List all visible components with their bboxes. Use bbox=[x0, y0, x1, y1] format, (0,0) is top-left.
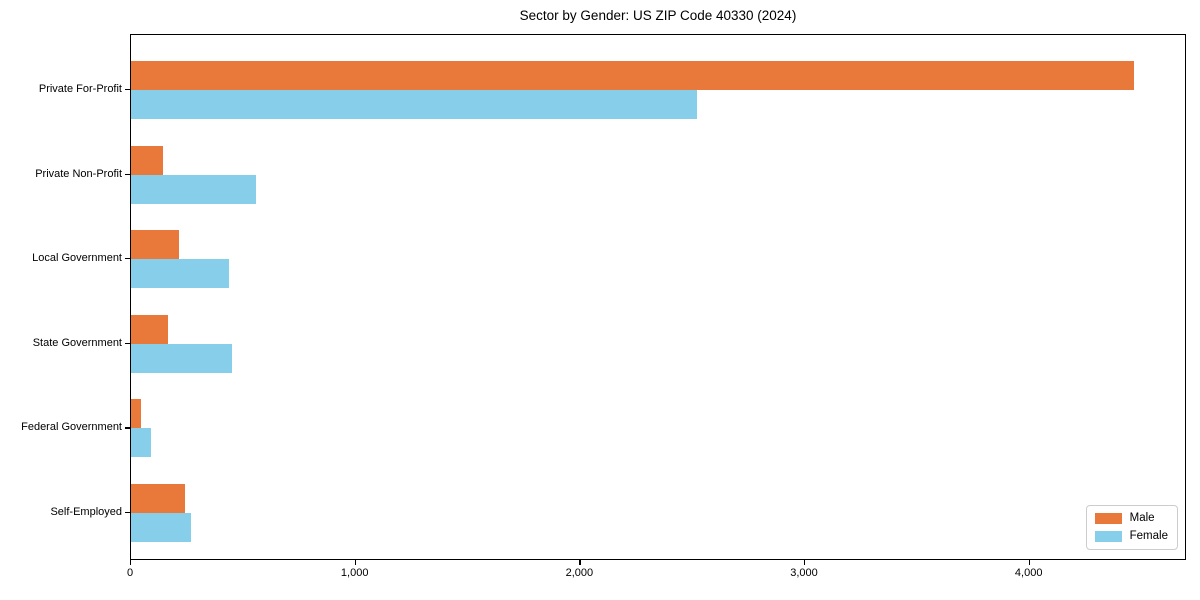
bar-female-4 bbox=[131, 343, 233, 373]
legend-item-male: Male bbox=[1094, 512, 1168, 525]
legend-label: Female bbox=[1129, 530, 1168, 542]
ytick-label: Private Non-Profit bbox=[35, 167, 122, 180]
bar-male-5 bbox=[131, 399, 142, 429]
xtick-mark bbox=[1028, 560, 1030, 565]
ytick-label: Private For-Profit bbox=[38, 83, 122, 95]
bar-male-1 bbox=[131, 61, 1135, 90]
bar-female-1 bbox=[131, 90, 698, 119]
chart-title: Sector by Gender: US ZIP Code 40330 (202… bbox=[519, 8, 797, 23]
ytick-mark bbox=[125, 512, 130, 514]
xtick-mark bbox=[354, 560, 356, 565]
xtick-mark bbox=[804, 560, 806, 565]
xtick-label: 0 bbox=[126, 567, 134, 579]
xtick-label: 2,000 bbox=[565, 567, 594, 579]
plot-area: Male Female bbox=[130, 34, 1186, 560]
bar-female-2 bbox=[131, 174, 256, 204]
legend-swatch-female bbox=[1094, 531, 1122, 542]
ytick-mark bbox=[125, 173, 130, 175]
xtick-label: 1,000 bbox=[340, 567, 369, 579]
ytick-mark bbox=[125, 89, 130, 91]
ytick-label: State Government bbox=[32, 336, 122, 349]
ytick-mark bbox=[125, 342, 130, 344]
legend-item-female: Female bbox=[1094, 530, 1168, 543]
bar-male-2 bbox=[131, 145, 163, 175]
bar-female-6 bbox=[131, 513, 191, 542]
bar-male-3 bbox=[131, 230, 180, 260]
legend: Male Female bbox=[1085, 505, 1178, 550]
bar-female-3 bbox=[131, 259, 229, 289]
bar-female-5 bbox=[131, 428, 152, 458]
bar-male-4 bbox=[131, 314, 169, 344]
ytick-mark bbox=[125, 427, 130, 429]
ytick-label: Federal Government bbox=[21, 421, 122, 434]
ytick-label: Local Government bbox=[32, 252, 122, 265]
legend-swatch-male bbox=[1094, 513, 1122, 524]
ytick-label: Self-Employed bbox=[50, 506, 122, 518]
xtick-label: 4,000 bbox=[1014, 567, 1043, 579]
xtick-label: 3,000 bbox=[790, 567, 818, 579]
xtick-mark bbox=[130, 560, 132, 565]
legend-label: Male bbox=[1129, 512, 1155, 524]
xtick-mark bbox=[579, 560, 581, 565]
bar-male-6 bbox=[131, 484, 185, 513]
ytick-mark bbox=[125, 258, 130, 260]
